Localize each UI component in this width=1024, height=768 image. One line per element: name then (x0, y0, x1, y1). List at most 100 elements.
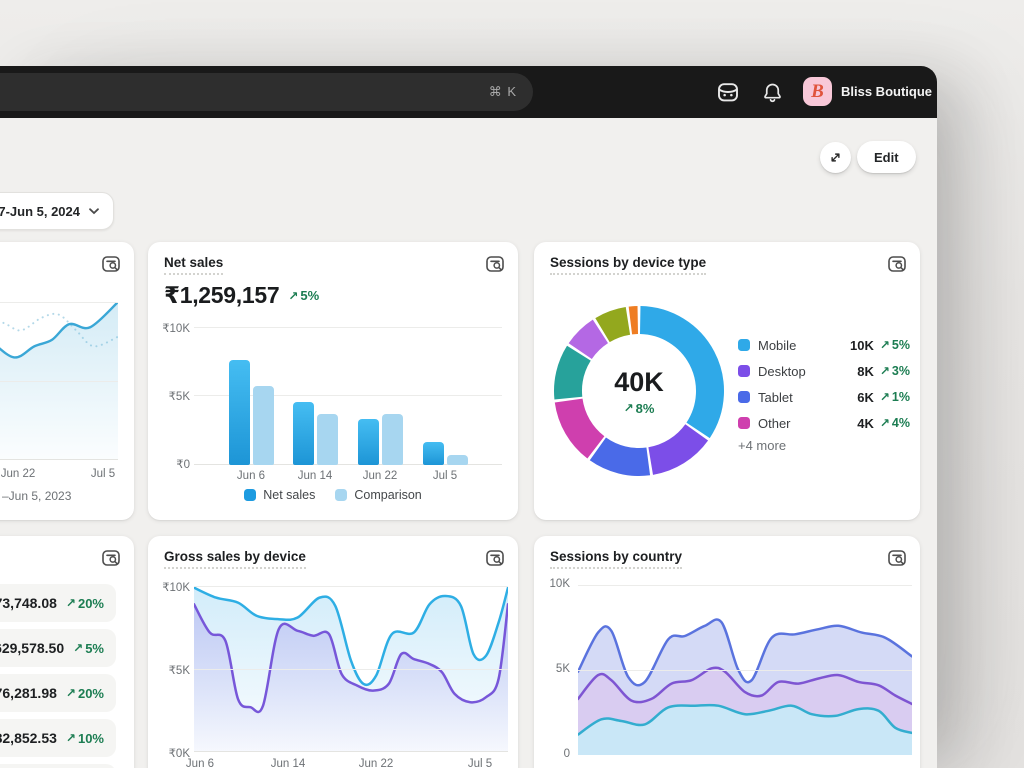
device-donut-chart (546, 298, 732, 484)
net-sales-bar (422, 442, 444, 465)
series-device-A (194, 586, 508, 687)
metric-trend: ↗ 10% (65, 730, 104, 746)
card-title[interactable]: Sessions by device type (550, 255, 707, 275)
metric-trend: ↗ 20% (65, 685, 104, 701)
donut-segment-more-1 (554, 345, 592, 400)
legend-label: Mobile (758, 337, 797, 353)
y-tick: ₹5K (168, 665, 190, 677)
comparison-bar (316, 414, 338, 465)
legend-item: Net sales (244, 488, 315, 502)
notifications-button[interactable] (761, 80, 785, 104)
bar-group (357, 414, 403, 465)
bar-group (422, 442, 468, 465)
legend-label: Other (758, 415, 791, 431)
legend-swatch (738, 391, 750, 403)
x-tick: Jun 6 (185, 758, 215, 768)
x-tick: Jun 22 (0, 468, 36, 480)
legend-label: Tablet (758, 389, 793, 405)
x-tick: Jun 22 (358, 758, 394, 768)
y-tick: ₹0 (176, 459, 190, 471)
date-range-label: 7-Jun 5, 2024 (0, 203, 80, 219)
x-tick: Jul 5 (90, 468, 116, 480)
series-country-1 (578, 618, 912, 687)
explore-report-icon[interactable] (887, 548, 907, 568)
total-sales-chart (0, 302, 118, 460)
donut-segment-more-4 (628, 306, 639, 335)
bar-group (292, 402, 338, 465)
more-link[interactable]: +4 more (738, 438, 787, 453)
donut-segment-more-3 (595, 307, 631, 343)
legend-row-desktop: Desktop 8K ↗ 3% (738, 358, 910, 384)
gross-sales-chart (194, 586, 508, 752)
metric-value: 176,281.98 (0, 685, 57, 701)
metric-row: 973,748.08 ↗20% (0, 584, 116, 622)
comparison-period-label: –Jun 5, 2023 (2, 489, 72, 503)
net-sales-bar-chart (194, 327, 502, 465)
date-range-selector[interactable]: 7-Jun 5, 2024 (0, 192, 114, 230)
y-tick: 0 (563, 748, 570, 760)
x-tick: Jun 6 (236, 470, 266, 482)
legend-trend: ↗ 5% (879, 338, 910, 352)
donut-segment-other (554, 398, 605, 459)
trend-up-icon: ↗ (288, 288, 299, 303)
card-sessions-country: Sessions by country 10K 5K 0 (534, 536, 920, 768)
y-tick: ₹10K (162, 582, 190, 594)
x-tick: Jul 5 (432, 470, 458, 482)
legend-label: Desktop (758, 363, 806, 379)
store-avatar: B (803, 77, 832, 106)
comparison-swatch (335, 489, 348, 501)
net-sales-bar (292, 402, 314, 465)
edit-button[interactable]: Edit (857, 141, 916, 173)
metric-value: 82,852.53 (0, 730, 57, 746)
explore-report-icon[interactable] (101, 254, 121, 274)
card-title[interactable]: Gross sales by device (164, 549, 306, 569)
assistant-icon (716, 80, 740, 104)
comparison-bar (381, 414, 403, 465)
series-country-2 (578, 666, 912, 706)
device-legend: Mobile 10K ↗ 5% Desktop 8K ↗ 3% Tablet 6K ↗ 1% Other… (738, 332, 910, 436)
card-sessions-device: Sessions by device type 40K ↗ 8% Mobile 10… (534, 242, 920, 520)
y-tick: ₹0K (168, 748, 190, 760)
avatar-initial: B (811, 80, 824, 102)
net-sales-trend: ↗ 5% (288, 288, 320, 303)
net-sales-swatch (244, 489, 257, 501)
expand-dashboard-button[interactable] (820, 142, 851, 173)
y-tick: 5K (555, 663, 570, 675)
explore-report-icon[interactable] (485, 548, 505, 568)
chevron-down-icon (88, 207, 100, 215)
metric-row (0, 764, 116, 768)
card-title[interactable]: Sessions by country (550, 549, 683, 569)
edit-button-label: Edit (874, 149, 899, 165)
assistant-button[interactable] (716, 80, 740, 104)
card-gross-sales-device: Gross sales by device ₹10K ₹5K ₹0K (148, 536, 518, 768)
card-metrics-list: 973,748.08 ↗20% 629,578.50 ↗5% 176,281.98 ↗20… (0, 536, 134, 768)
metric-trend: ↗ 20% (65, 595, 104, 611)
store-name: Bliss Boutique (841, 84, 933, 99)
metric-value: 973,748.08 (0, 595, 57, 611)
x-tick: Jun 22 (362, 470, 398, 482)
legend-row-tablet: Tablet 6K ↗ 1% (738, 384, 910, 410)
legend-trend: ↗ 1% (879, 390, 910, 404)
donut-segment-desktop (647, 423, 709, 475)
expand-diagonal-icon (828, 150, 843, 165)
bell-icon (761, 81, 785, 104)
explore-report-icon[interactable] (887, 254, 907, 274)
explore-report-icon[interactable] (485, 254, 505, 274)
legend-value: 6K (857, 389, 874, 405)
bar-group (228, 360, 274, 465)
metric-trend: ↗ 5% (73, 640, 104, 656)
account-button[interactable]: B Bliss Boutique (803, 77, 932, 106)
legend-trend: ↗ 3% (879, 364, 910, 378)
card-title[interactable]: Net sales (164, 255, 224, 275)
net-sales-bar (228, 360, 250, 465)
search-bar[interactable]: ⌘ K (0, 73, 533, 111)
legend-value: 10K (850, 337, 874, 353)
x-tick: Jun 14 (270, 758, 306, 768)
explore-report-icon[interactable] (101, 548, 121, 568)
top-bar: ⌘ K (0, 66, 937, 118)
sessions-country-chart (578, 585, 912, 755)
y-tick: 10K (549, 578, 570, 590)
series-device-B (194, 603, 508, 714)
legend-value: 8K (857, 363, 874, 379)
